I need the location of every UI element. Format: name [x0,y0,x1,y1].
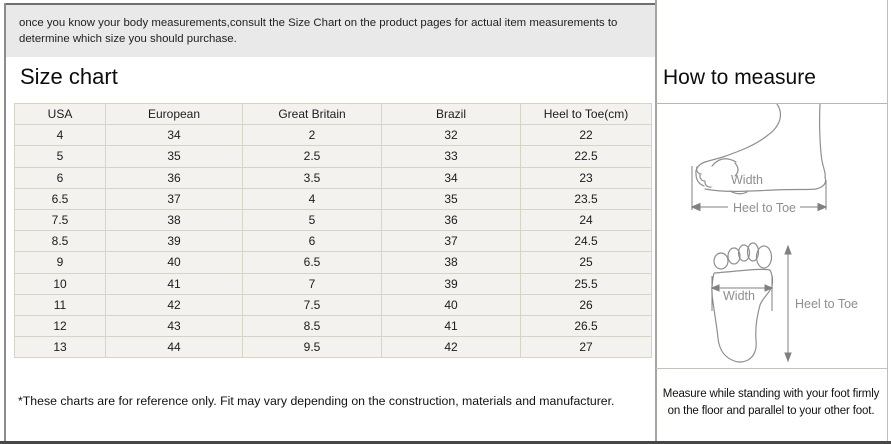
how-to-measure-heading: How to measure [663,66,816,89]
page-left-border [4,3,6,441]
table-cell: 7.5 [242,293,382,316]
table-cell: 8.5 [242,314,382,338]
table-cell: 5 [242,208,382,232]
table-row: 13 44 9.5 42 27 [14,336,652,359]
table-cell: 38 [105,208,243,232]
column-header-brazil: Brazil [381,102,521,126]
column-divider [655,0,657,441]
table-cell: 43 [105,314,243,338]
table-cell: 7 [242,272,382,295]
table-cell: 25 [520,251,652,274]
table-row: 4 34 2 32 22 [14,124,652,147]
table-cell: 10 [14,272,106,295]
page-right-border [887,0,888,441]
table-cell: 41 [105,272,243,295]
table-cell: 22.5 [520,145,652,168]
table-cell: 36 [381,208,521,232]
foot-side-outline [695,104,827,195]
table-cell: 9 [14,251,106,274]
table-row: 6 36 3.5 34 23 [14,166,652,189]
foot-side-view-diagram: Width Heel to Toe [690,104,828,215]
table-cell: 36 [105,166,243,189]
size-table-body: 4 34 2 32 22 5 35 2.5 33 22.5 6 36 3.5 34 23 6.5 37 4 35 23… [14,124,652,359]
column-header-usa: USA [14,102,106,126]
column-header-heel-to-toe: Heel to Toe(cm) [520,102,652,126]
table-cell: 35 [105,145,243,168]
size-conversion-table: USA European Great Britain Brazil Heel t… [14,102,652,359]
table-cell: 23 [520,166,652,189]
table-cell: 22 [520,124,652,147]
table-cell: 26.5 [520,314,652,338]
table-cell: 12 [14,314,106,338]
table-cell: 3.5 [242,166,382,189]
table-cell: 37 [381,230,521,253]
table-cell: 27 [520,336,652,359]
table-cell: 7.5 [14,208,106,232]
table-cell: 6 [242,230,382,253]
table-row: 9 40 6.5 38 25 [14,251,652,274]
table-cell: 34 [381,166,521,189]
table-cell: 24 [520,208,652,232]
table-cell: 40 [105,251,243,274]
table-cell: 13 [14,336,106,359]
table-cell: 39 [105,230,243,253]
side-heel-to-toe-label: Heel to Toe [733,201,796,215]
footprint-diagram: Width Heel to Toe [710,242,858,363]
intro-text-line: determine which size you should purchase… [19,33,237,45]
table-cell: 11 [14,293,106,316]
table-cell: 34 [105,124,243,147]
table-cell: 40 [381,293,521,316]
table-cell: 4 [14,124,106,147]
table-cell: 38 [381,251,521,274]
size-chart-heading: Size chart [20,64,118,89]
side-width-label: Width [731,173,763,187]
table-cell: 5 [14,145,106,168]
caption-line: Measure while standing with your foot fi… [662,388,880,400]
table-cell: 33 [381,145,521,168]
measure-panel-bottom-rule [656,368,887,369]
table-row: 11 42 7.5 40 26 [14,293,652,316]
footprint-measure-lines [710,244,792,363]
reference-footnote: *These charts are for reference only. Fi… [18,394,615,408]
table-cell: 23.5 [520,187,652,210]
table-cell: 8.5 [14,230,106,253]
footprint-heel-to-toe-label: Heel to Toe [795,297,858,311]
table-row: 10 41 7 39 25.5 [14,272,652,295]
table-cell: 42 [105,293,243,316]
table-row: 6.5 37 4 35 23.5 [14,187,652,210]
table-row: 7.5 38 5 36 24 [14,208,652,232]
column-header-european: European [105,102,243,126]
table-cell: 2 [242,124,382,147]
table-header-row: USA European Great Britain Brazil Heel t… [14,102,652,126]
measure-panel-top-rule [656,103,887,104]
table-cell: 37 [105,187,243,210]
footprint-width-label: Width [723,289,755,303]
table-cell: 6 [14,166,106,189]
table-cell: 39 [381,272,521,295]
measure-instruction-caption: Measure while standing with your foot fi… [655,386,887,419]
table-row: 5 35 2.5 33 22.5 [14,145,652,168]
intro-banner: once you know your body measurements,con… [6,3,655,57]
table-cell: 41 [381,314,521,338]
table-cell: 9.5 [242,336,382,359]
heel-to-toe-measure-lines [690,166,828,212]
column-header-great-britain: Great Britain [242,102,382,126]
table-cell: 42 [381,336,521,359]
table-cell: 2.5 [242,145,382,168]
table-cell: 25.5 [520,272,652,295]
table-row: 12 43 8.5 41 26.5 [14,314,652,338]
table-cell: 24.5 [520,230,652,253]
table-cell: 32 [381,124,521,147]
table-cell: 6.5 [14,187,106,210]
table-cell: 44 [105,336,243,359]
caption-line: on the floor and parallel to your other … [667,404,875,417]
table-cell: 26 [520,293,652,316]
table-cell: 4 [242,187,382,210]
table-cell: 6.5 [242,251,382,274]
intro-text-line: once you know your body measurements,con… [19,17,618,29]
table-cell: 35 [381,187,521,210]
page-bottom-border [0,441,891,444]
table-row: 8.5 39 6 37 24.5 [14,230,652,253]
